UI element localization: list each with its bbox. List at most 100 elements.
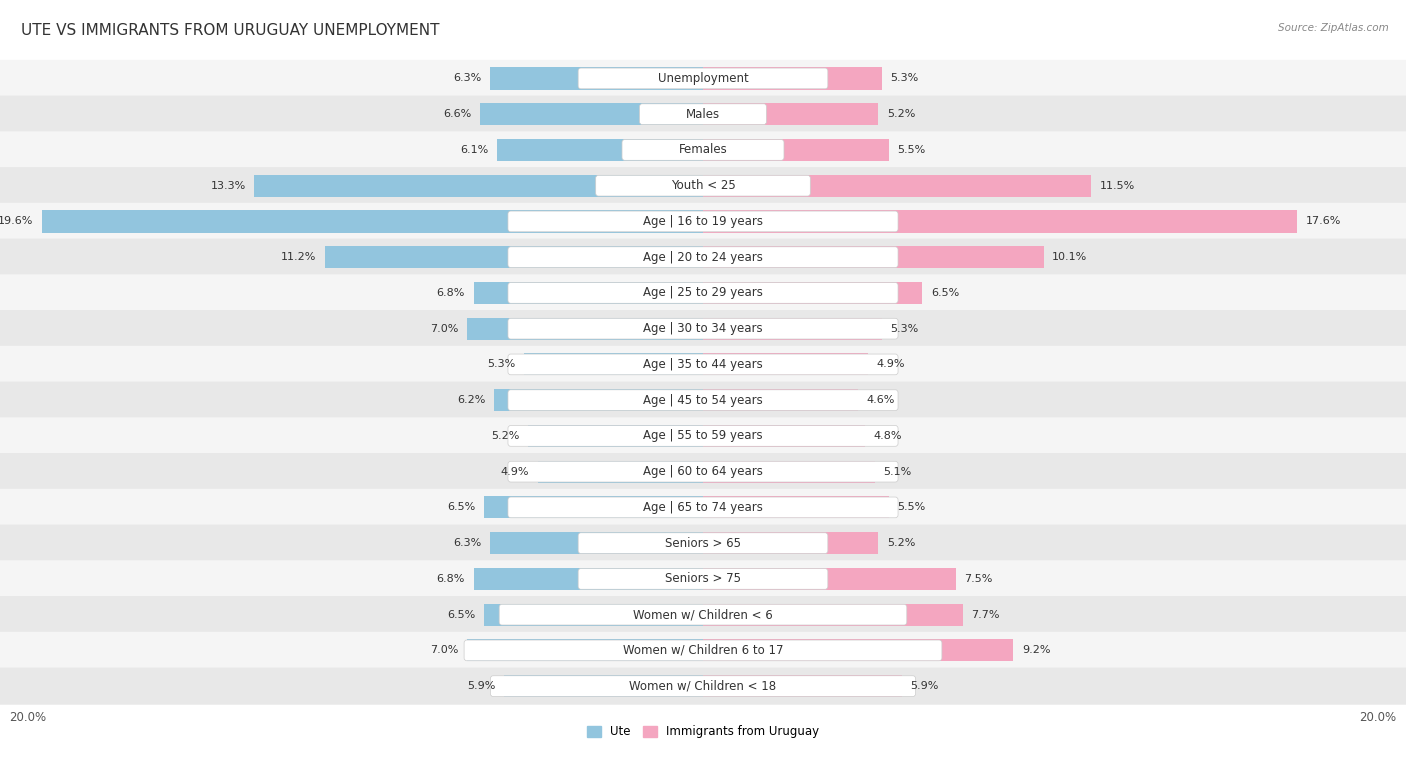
Text: UTE VS IMMIGRANTS FROM URUGUAY UNEMPLOYMENT: UTE VS IMMIGRANTS FROM URUGUAY UNEMPLOYM… [21,23,440,38]
FancyBboxPatch shape [508,247,898,267]
FancyBboxPatch shape [640,104,766,125]
FancyBboxPatch shape [0,203,1406,240]
Text: 6.3%: 6.3% [454,73,482,83]
FancyBboxPatch shape [0,238,1406,276]
Bar [703,175,1091,197]
Bar [484,603,703,626]
FancyBboxPatch shape [508,282,898,304]
FancyBboxPatch shape [464,640,942,661]
Bar [491,67,703,89]
FancyBboxPatch shape [0,60,1406,97]
Text: 6.8%: 6.8% [437,574,465,584]
Text: Seniors > 75: Seniors > 75 [665,572,741,585]
Bar [42,210,703,232]
Text: 5.3%: 5.3% [890,324,918,334]
Text: Age | 16 to 19 years: Age | 16 to 19 years [643,215,763,228]
Bar [527,425,703,447]
FancyBboxPatch shape [0,596,1406,633]
Bar [703,389,858,411]
Bar [503,675,703,697]
FancyBboxPatch shape [578,68,828,89]
FancyBboxPatch shape [0,167,1406,204]
Text: 5.3%: 5.3% [890,73,918,83]
Text: Women w/ Children < 6: Women w/ Children < 6 [633,608,773,621]
Text: 11.5%: 11.5% [1099,181,1135,191]
Bar [703,246,1043,268]
Text: 7.0%: 7.0% [430,646,458,656]
Bar [703,497,889,519]
Text: 13.3%: 13.3% [211,181,246,191]
Bar [498,139,703,161]
Bar [703,640,1014,662]
Text: 6.8%: 6.8% [437,288,465,298]
Text: 7.0%: 7.0% [430,324,458,334]
FancyBboxPatch shape [0,489,1406,526]
Text: 7.5%: 7.5% [965,574,993,584]
FancyBboxPatch shape [0,132,1406,169]
Bar [703,425,865,447]
Text: 11.2%: 11.2% [281,252,316,262]
Text: Age | 45 to 54 years: Age | 45 to 54 years [643,394,763,407]
Text: Males: Males [686,107,720,120]
Bar [703,139,889,161]
Text: Age | 55 to 59 years: Age | 55 to 59 years [643,429,763,442]
Bar [481,103,703,125]
Text: Unemployment: Unemployment [658,72,748,85]
FancyBboxPatch shape [0,382,1406,419]
FancyBboxPatch shape [621,139,785,160]
Text: Age | 30 to 34 years: Age | 30 to 34 years [643,322,763,335]
Text: 5.2%: 5.2% [887,109,915,119]
Bar [474,568,703,590]
Text: 6.5%: 6.5% [931,288,959,298]
Bar [484,497,703,519]
FancyBboxPatch shape [0,95,1406,132]
Bar [703,532,879,554]
FancyBboxPatch shape [0,525,1406,562]
Text: Age | 25 to 29 years: Age | 25 to 29 years [643,286,763,300]
FancyBboxPatch shape [499,604,907,625]
Text: 5.3%: 5.3% [488,360,516,369]
FancyBboxPatch shape [508,425,898,447]
FancyBboxPatch shape [508,354,898,375]
FancyBboxPatch shape [491,676,915,696]
Bar [494,389,703,411]
Bar [703,282,922,304]
FancyBboxPatch shape [596,176,810,196]
FancyBboxPatch shape [508,318,898,339]
Text: 5.5%: 5.5% [897,145,925,155]
Bar [467,640,703,662]
Text: 7.7%: 7.7% [972,609,1000,620]
Bar [703,568,956,590]
FancyBboxPatch shape [508,461,898,482]
Text: 6.5%: 6.5% [447,609,475,620]
Legend: Ute, Immigrants from Uruguay: Ute, Immigrants from Uruguay [582,721,824,743]
Text: 4.8%: 4.8% [873,431,901,441]
Bar [703,210,1296,232]
Bar [703,318,882,340]
FancyBboxPatch shape [508,211,898,232]
Text: Age | 35 to 44 years: Age | 35 to 44 years [643,358,763,371]
FancyBboxPatch shape [578,533,828,553]
Bar [703,460,875,483]
Bar [474,282,703,304]
FancyBboxPatch shape [0,274,1406,312]
Text: 5.9%: 5.9% [467,681,495,691]
Text: 6.3%: 6.3% [454,538,482,548]
FancyBboxPatch shape [508,390,898,410]
Text: 10.1%: 10.1% [1052,252,1087,262]
Bar [703,67,882,89]
FancyBboxPatch shape [0,668,1406,705]
Text: Youth < 25: Youth < 25 [671,179,735,192]
Bar [325,246,703,268]
FancyBboxPatch shape [578,569,828,589]
FancyBboxPatch shape [0,453,1406,491]
Bar [703,103,879,125]
FancyBboxPatch shape [0,310,1406,347]
Text: Age | 60 to 64 years: Age | 60 to 64 years [643,465,763,478]
Text: 6.6%: 6.6% [444,109,472,119]
FancyBboxPatch shape [0,346,1406,383]
Text: 6.1%: 6.1% [461,145,489,155]
Bar [703,675,903,697]
Text: 9.2%: 9.2% [1022,646,1050,656]
Text: Age | 65 to 74 years: Age | 65 to 74 years [643,501,763,514]
